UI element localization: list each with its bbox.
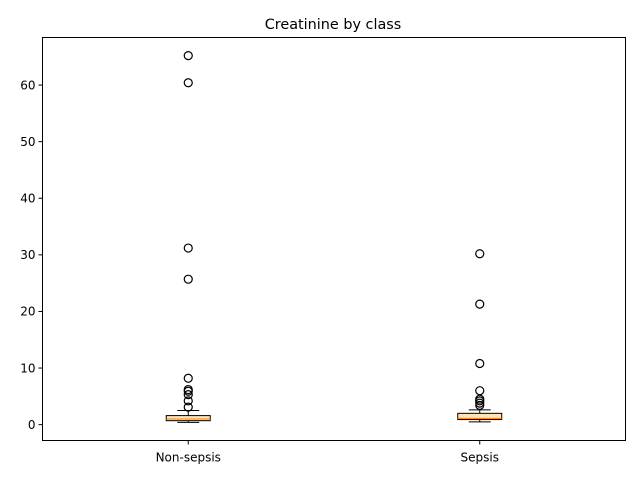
y-tick-label: 10	[20, 361, 35, 375]
x-axis: Non-sepsis Sepsis	[156, 440, 499, 465]
y-tick-label: 40	[20, 192, 35, 206]
outlier-point	[183, 402, 193, 412]
box-iqr	[165, 415, 211, 422]
outlier-point	[183, 373, 193, 383]
outlier-point	[183, 51, 193, 61]
outlier-point	[183, 243, 193, 253]
outlier-point	[183, 390, 193, 400]
y-tick-label: 0	[28, 418, 36, 432]
outlier-point	[475, 299, 485, 309]
axes-frame	[42, 37, 626, 441]
y-tick-label: 30	[20, 248, 35, 262]
plot-area	[165, 51, 503, 423]
y-axis: 0 10 20 30 40 50 60	[20, 78, 43, 432]
box-group-sepsis	[457, 249, 503, 423]
box-group-non-sepsis	[165, 51, 211, 423]
x-tick-label: Non-sepsis	[156, 451, 221, 465]
outlier-point	[475, 249, 485, 259]
outlier-point	[183, 274, 193, 284]
y-tick-label: 60	[20, 78, 35, 92]
chart-title: Creatinine by class	[265, 17, 402, 33]
outlier-point	[183, 384, 193, 395]
outlier-point	[183, 396, 193, 406]
outlier-point	[475, 386, 485, 396]
y-tick-label: 50	[20, 135, 35, 149]
x-tick-label: Sepsis	[461, 451, 499, 465]
y-tick-label: 20	[20, 305, 35, 319]
outlier-point	[475, 358, 485, 369]
box-iqr	[457, 412, 503, 421]
outlier-point	[183, 78, 193, 88]
